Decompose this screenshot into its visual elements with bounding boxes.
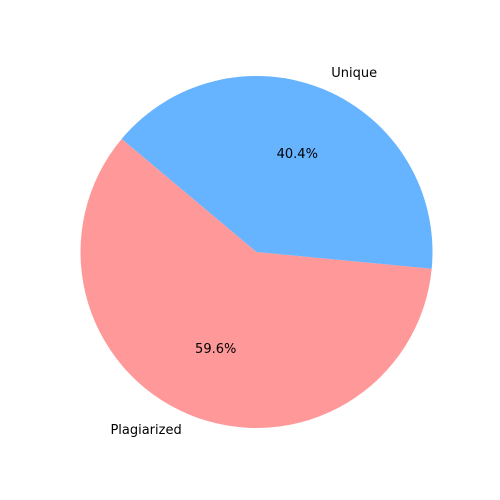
pie-slice-unique	[121, 76, 433, 269]
pct-label-unique: 40.4%	[277, 147, 318, 162]
pie-slices	[80, 76, 433, 429]
slice-label-unique: Unique	[331, 66, 377, 81]
pie-labels: Plagiarized 59.6% Unique 40.4%	[110, 66, 377, 438]
pie-slice-plagiarized	[80, 138, 432, 429]
slice-label-plagiarized: Plagiarized	[110, 423, 181, 438]
pct-label-plagiarized: 59.6%	[195, 342, 236, 357]
